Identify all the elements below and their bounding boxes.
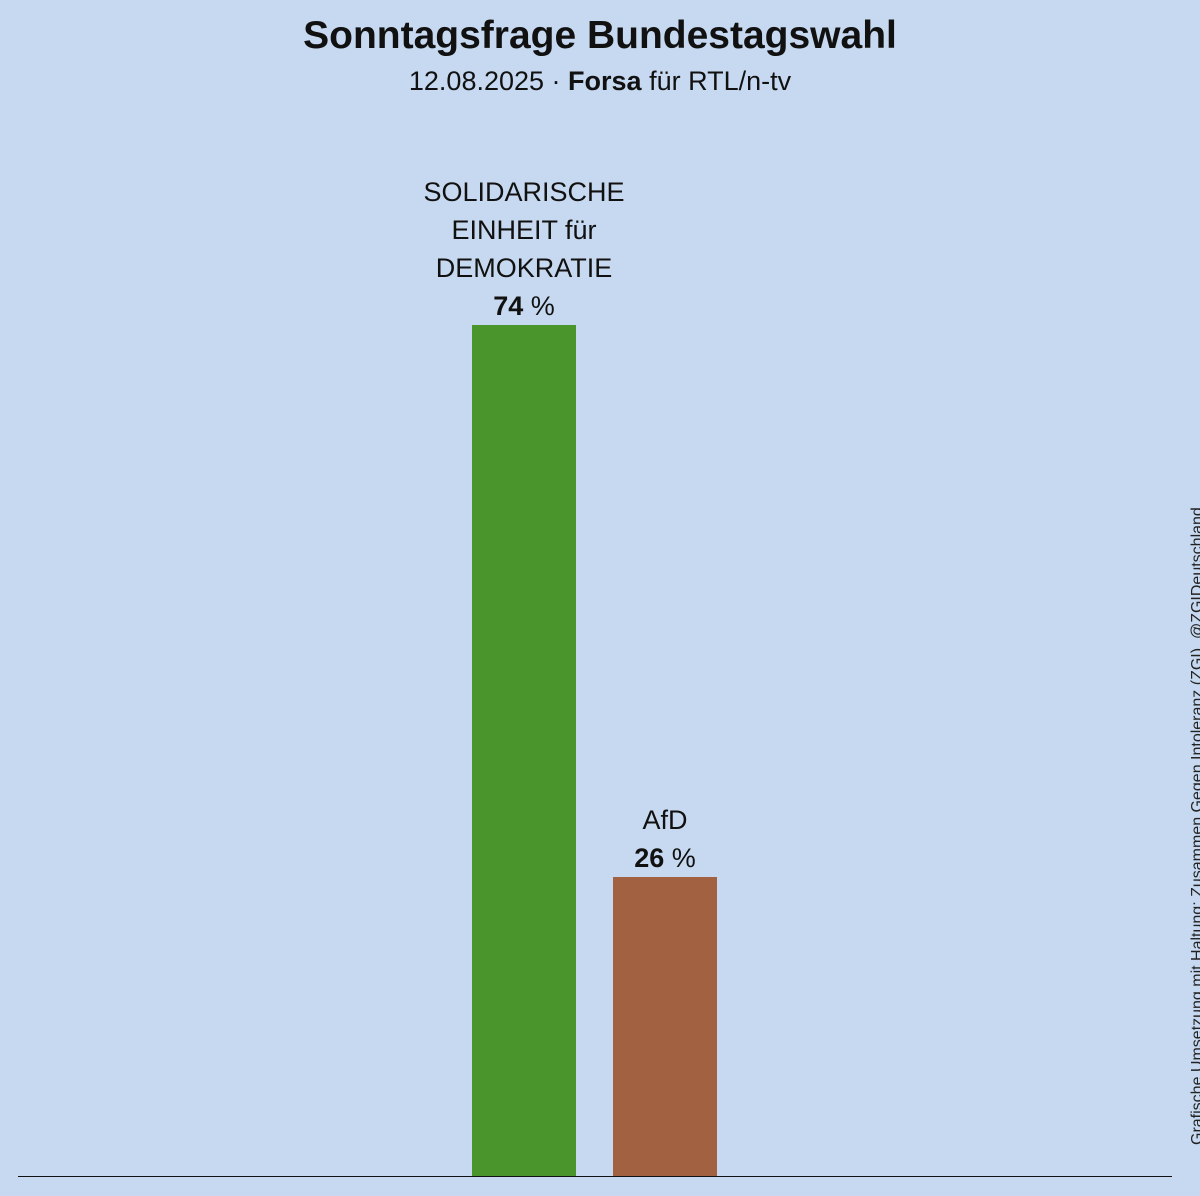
bar (613, 877, 717, 1176)
bar-value-label: 26 % (634, 843, 696, 873)
bar-category-label: SOLIDARISCHE (423, 177, 624, 207)
bar-category-label: AfD (642, 805, 687, 835)
bar-category-label: DEMOKRATIE (436, 253, 613, 283)
subtitle-separator: · (544, 66, 569, 96)
chart-subtitle: 12.08.2025 · Forsa für RTL/n-tv (0, 66, 1200, 97)
poll-client: für RTL/n-tv (641, 66, 792, 96)
credit-text: Grafische Umsetzung mit Haltung: Zusamme… (1189, 507, 1200, 1145)
poll-date: 12.08.2025 (408, 66, 545, 96)
poll-institute: Forsa (568, 66, 642, 96)
bar (472, 325, 576, 1176)
bar-category-label: EINHEIT für (451, 215, 596, 245)
bar-value-label: 74 % (493, 291, 555, 321)
chart-title: Sonntagsfrage Bundestagswahl (303, 14, 897, 57)
